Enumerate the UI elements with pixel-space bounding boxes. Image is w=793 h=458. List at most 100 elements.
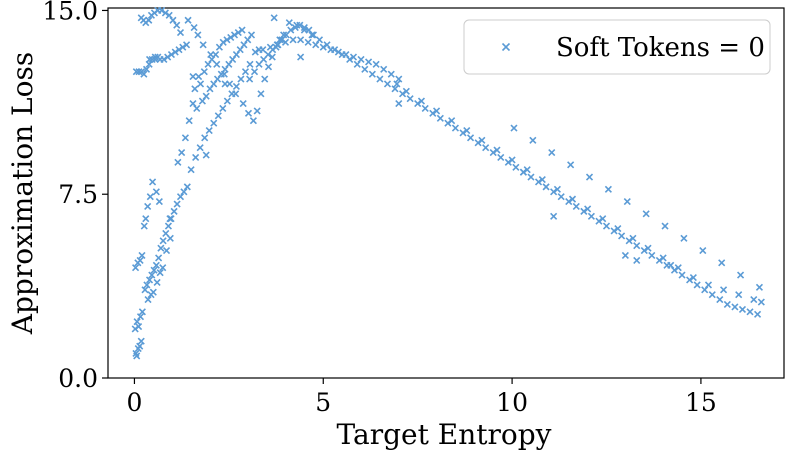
data-point — [219, 38, 227, 46]
data-point — [246, 60, 254, 68]
data-point — [238, 26, 246, 34]
data-point — [171, 48, 179, 56]
x-tick-label: 5 — [315, 388, 331, 417]
data-point — [550, 212, 558, 220]
data-point — [614, 224, 622, 233]
data-point — [429, 109, 437, 117]
data-point — [508, 156, 516, 164]
data-point — [270, 14, 278, 22]
data-point — [735, 291, 743, 299]
data-point — [297, 36, 305, 44]
data-point — [674, 264, 682, 272]
data-point — [179, 43, 187, 51]
data-point — [193, 104, 201, 113]
data-point — [220, 70, 228, 78]
data-point — [633, 242, 641, 250]
data-point — [149, 288, 157, 296]
data-point — [304, 38, 312, 46]
data-point — [249, 117, 257, 125]
data-point — [160, 55, 168, 64]
data-point — [395, 75, 403, 83]
data-point — [246, 75, 254, 83]
data-point — [167, 50, 176, 59]
data-point — [648, 251, 656, 260]
data-point — [213, 60, 221, 68]
data-point — [527, 173, 535, 181]
data-point — [538, 175, 546, 184]
data-point — [132, 264, 140, 272]
data-point — [223, 97, 231, 105]
data-point — [261, 75, 269, 83]
data-point — [349, 53, 358, 61]
data-point — [159, 264, 167, 272]
data-point — [738, 305, 747, 313]
y-axis-ticks: 0.0 7.5 15.0 — [42, 0, 108, 393]
data-point — [285, 19, 293, 27]
data-point — [253, 107, 261, 115]
x-axis-label: Target Entropy — [337, 418, 552, 451]
data-point — [436, 114, 444, 122]
data-point — [720, 286, 728, 294]
data-point — [478, 136, 486, 144]
data-point — [192, 153, 200, 162]
data-point — [257, 90, 265, 98]
data-point — [250, 68, 259, 76]
data-point — [244, 109, 253, 117]
data-point — [143, 281, 151, 289]
data-point — [542, 183, 550, 191]
data-point — [173, 21, 181, 29]
data-point — [693, 281, 701, 289]
data-point — [633, 256, 641, 264]
data-point — [159, 237, 167, 245]
data-point — [167, 215, 175, 223]
data-point — [189, 73, 197, 81]
data-point — [414, 99, 422, 108]
data-point — [196, 144, 204, 152]
data-point — [196, 80, 205, 88]
data-point — [595, 217, 603, 225]
data-point — [178, 149, 186, 157]
data-point — [184, 16, 192, 24]
data-point — [406, 95, 414, 103]
data-point — [365, 58, 373, 66]
plot-frame — [107, 7, 785, 379]
data-point — [187, 166, 195, 174]
data-point — [194, 31, 202, 39]
data-point — [757, 298, 765, 306]
data-point — [353, 60, 361, 68]
data-point — [162, 247, 171, 255]
legend-marker-x — [501, 42, 511, 52]
data-point — [185, 117, 193, 125]
data-point — [602, 222, 611, 230]
data-point — [152, 188, 160, 196]
data-point — [174, 158, 182, 166]
data-point — [659, 254, 667, 262]
data-point — [251, 48, 259, 56]
data-point — [293, 21, 301, 29]
data-point — [237, 75, 245, 83]
data-point — [133, 352, 141, 360]
legend-marker-x-icon — [501, 42, 511, 52]
data-point — [155, 198, 163, 206]
data-point — [145, 276, 154, 284]
data-point — [141, 286, 149, 294]
y-axis-label: Approximation Loss — [6, 52, 39, 336]
data-point — [510, 124, 518, 132]
data-point — [368, 70, 376, 78]
data-point — [750, 296, 758, 304]
data-point — [289, 36, 297, 44]
data-point — [221, 80, 229, 88]
data-point — [395, 99, 403, 108]
data-point — [133, 318, 141, 326]
data-point — [584, 205, 592, 213]
data-point — [176, 28, 185, 37]
data-point — [136, 313, 145, 321]
data-point — [534, 178, 543, 186]
data-point — [640, 247, 648, 255]
data-point — [625, 237, 633, 245]
data-point — [512, 163, 520, 171]
data-point — [753, 310, 762, 318]
data-point — [334, 48, 342, 56]
data-point — [136, 256, 144, 264]
data-point — [145, 55, 154, 64]
